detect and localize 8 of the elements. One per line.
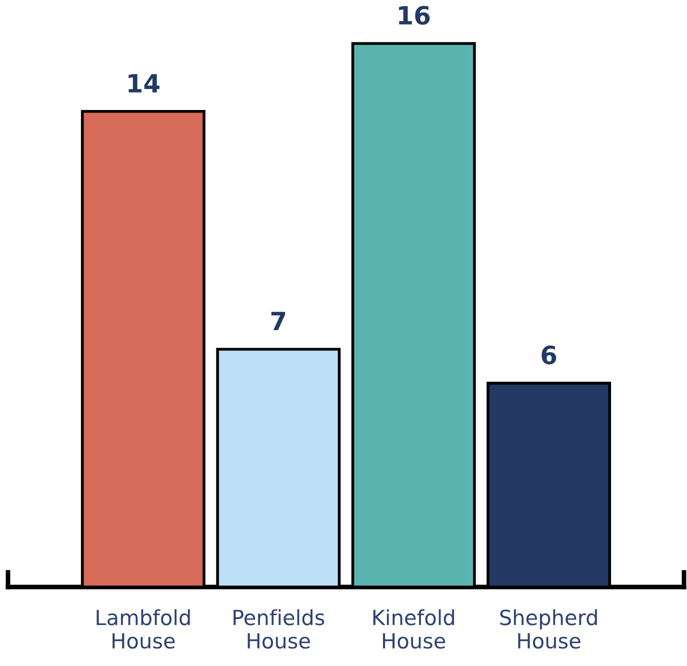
x-tick-label: Penfields House: [234, 609, 324, 649]
x-tick-label: Lambfold House: [96, 609, 190, 649]
data-label: 6: [542, 346, 556, 364]
data-label: 16: [399, 6, 430, 25]
data-label: 14: [128, 74, 160, 92]
x-tick-label: Shepherd House: [500, 609, 597, 649]
x-tick-label: Kinefold House: [373, 609, 454, 649]
data-label: 7: [271, 312, 286, 330]
